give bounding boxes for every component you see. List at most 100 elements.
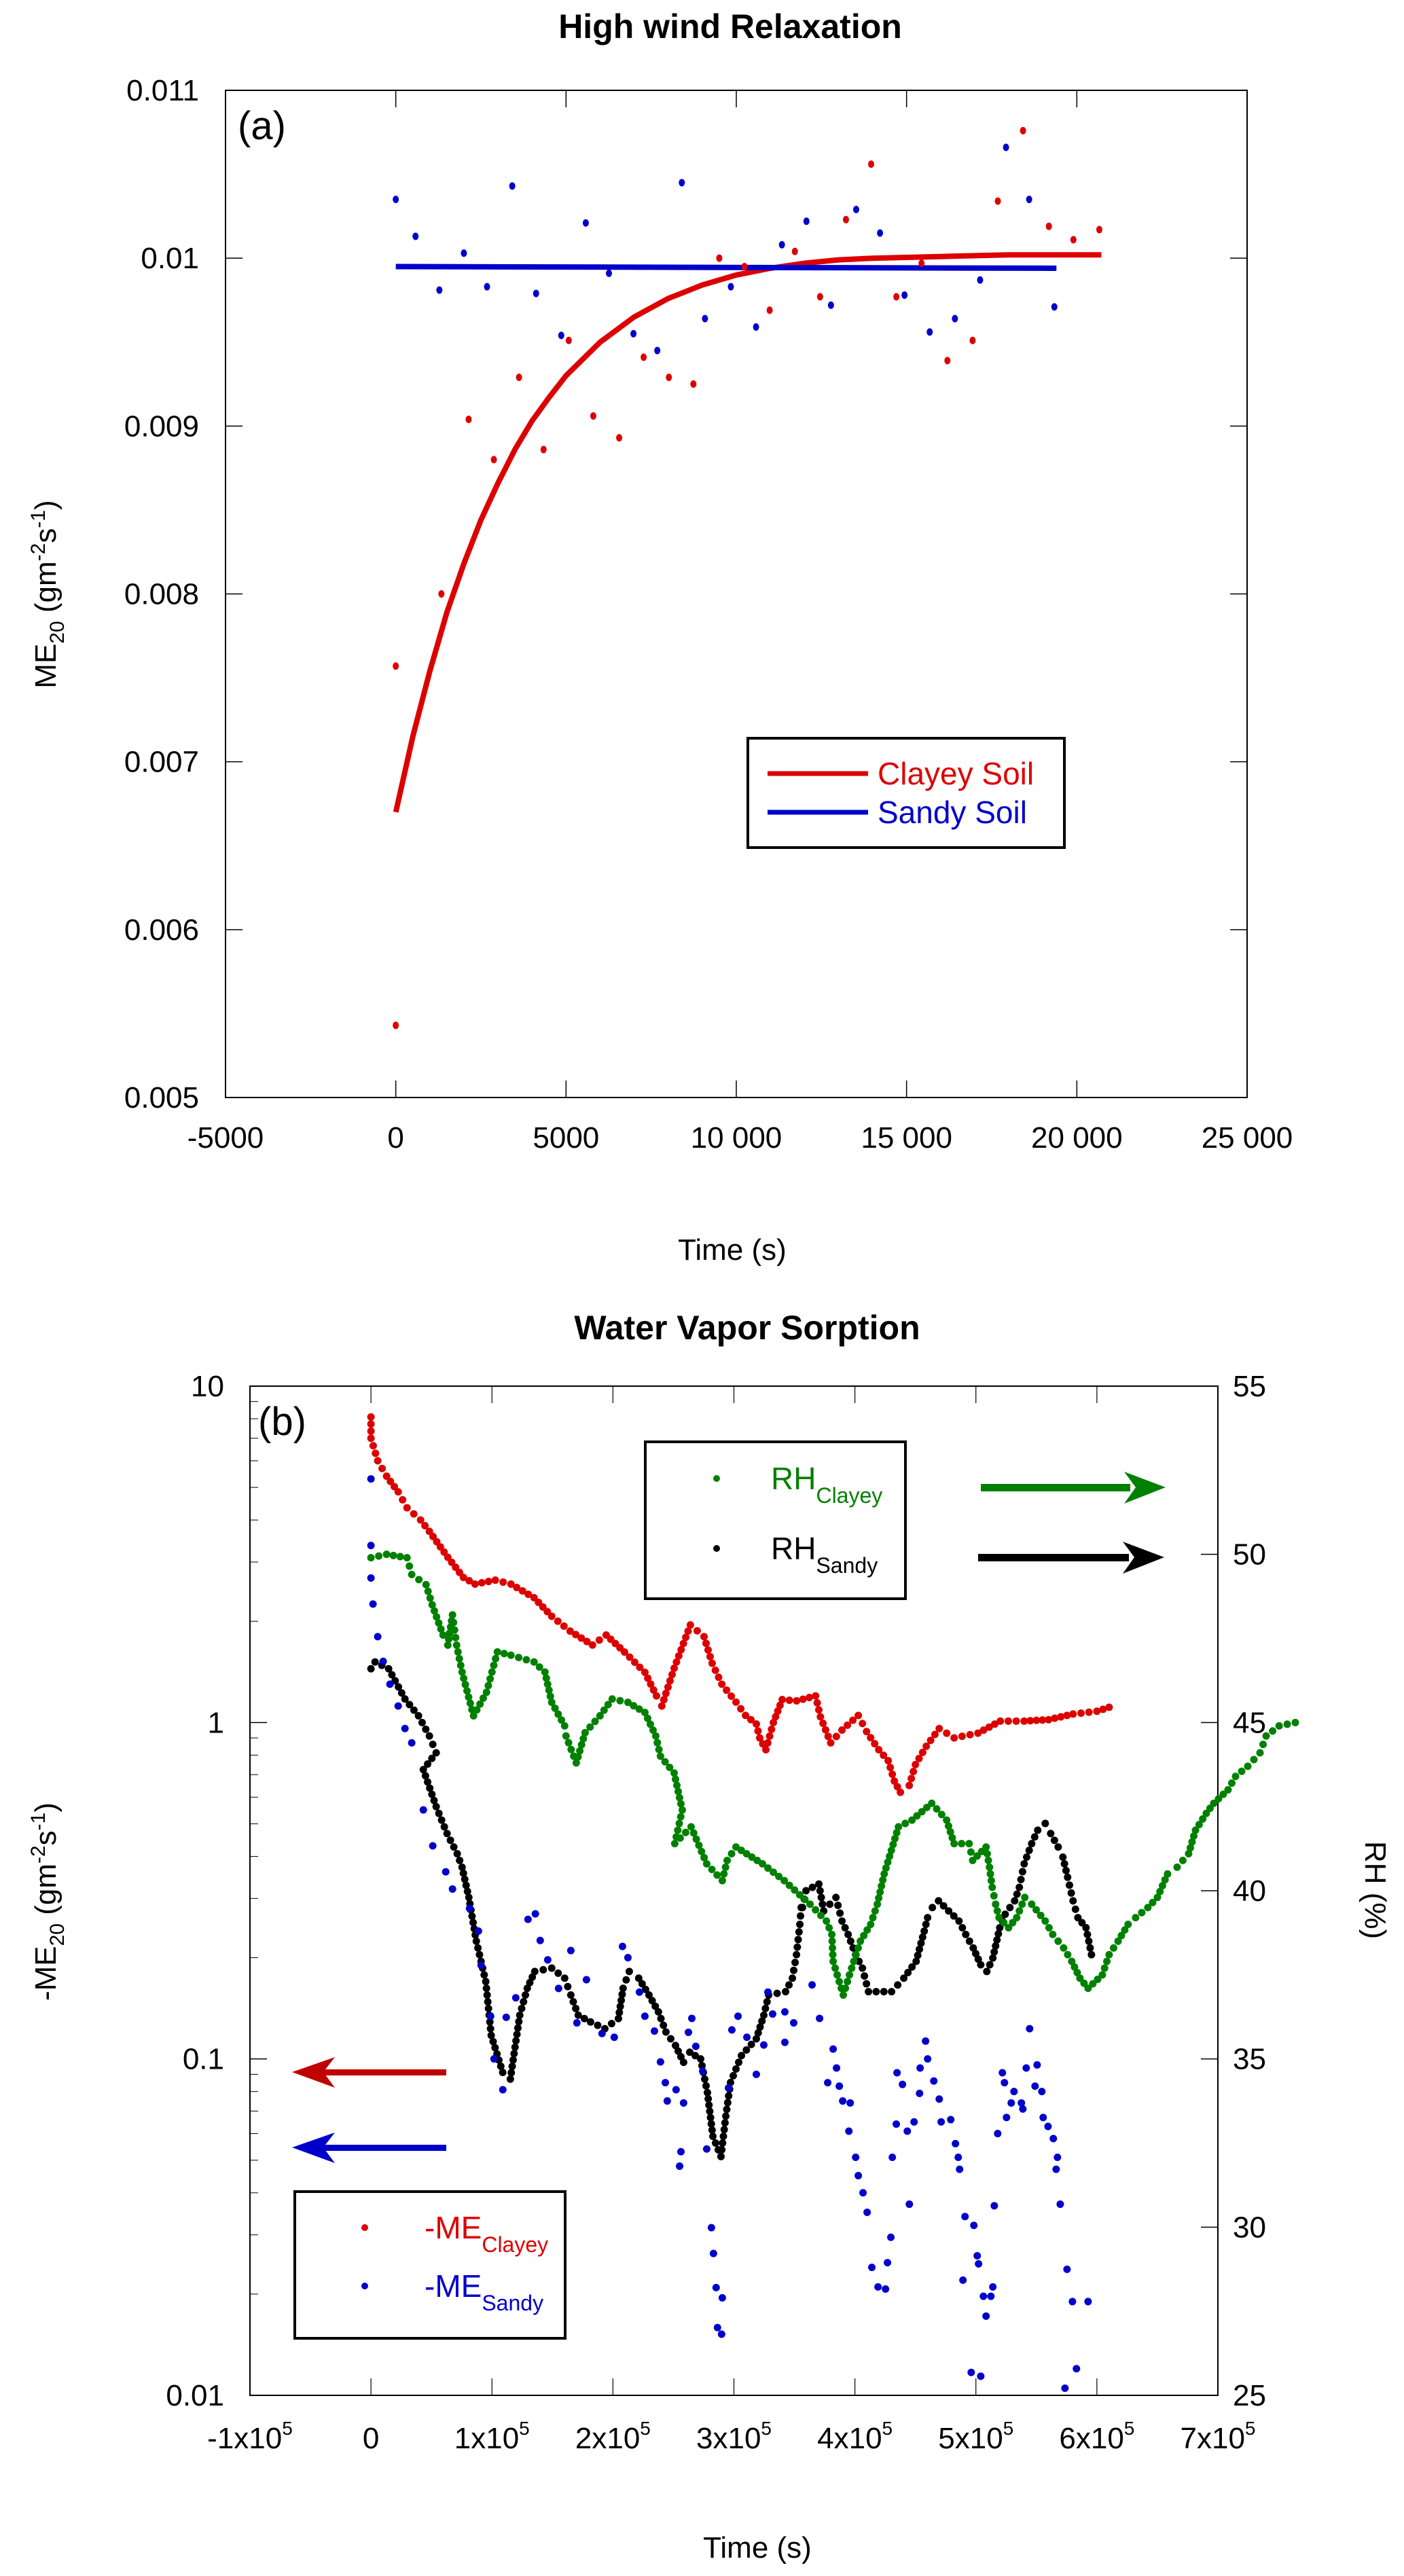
data-point-me-clayey (572, 1631, 580, 1639)
data-point-sandy (901, 291, 908, 300)
data-point-me-clayey (706, 1652, 714, 1661)
data-point-rh-clayey (988, 1883, 996, 1891)
data-point-rh-clayey (780, 1876, 789, 1885)
data-point-rh-clayey (564, 1739, 573, 1747)
data-point-rh-sandy (702, 2082, 710, 2090)
data-point-me-clayey (425, 1527, 433, 1536)
data-point-rh-clayey (842, 1984, 850, 1993)
data-point-me-clayey (824, 1733, 832, 1741)
data-point-rh-clayey (430, 1607, 438, 1615)
data-point-rh-clayey (742, 1850, 751, 1858)
data-point-rh-sandy (950, 1912, 958, 1920)
data-point-rh-sandy (863, 1980, 871, 1988)
data-point-me-sandy (1068, 2298, 1077, 2306)
data-point-me-clayey (1077, 1709, 1085, 1717)
data-point-me-sandy (734, 2012, 742, 2020)
panel-b-right-y-tick-labels: 25 30 35 40 45 50 55 (1233, 1370, 1266, 2412)
data-point-me-clayey (436, 1543, 444, 1551)
data-point-me-sandy (769, 2010, 776, 2018)
data-point-rh-clayey (1098, 1971, 1106, 1979)
data-point-rh-sandy (691, 2052, 699, 2060)
data-point-rh-sandy (512, 2037, 520, 2045)
data-point-me-sandy (702, 2145, 710, 2153)
data-point-rh-clayey (1227, 1779, 1236, 1787)
data-point-rh-clayey (1054, 1937, 1062, 1945)
data-point-rh-sandy (1011, 1897, 1019, 1905)
data-point-me-sandy (1018, 2099, 1026, 2107)
data-point-me-sandy (369, 1600, 377, 1608)
data-point-rh-clayey (600, 1706, 608, 1714)
data-point-rh-clayey (852, 1951, 860, 1959)
data-point-rh-clayey (708, 1866, 716, 1874)
data-point-me-sandy (952, 2139, 960, 2147)
data-point-rh-sandy (917, 1939, 925, 1947)
data-point-rh-sandy (474, 1944, 482, 1952)
data-point-me-clayey (459, 1574, 467, 1582)
panel-b-right-y-axis-label: RH (%) (1358, 1841, 1392, 1939)
data-point-rh-clayey (1049, 1930, 1057, 1938)
data-point-me-sandy (1049, 2135, 1058, 2143)
data-point-rh-sandy (1065, 1881, 1073, 1889)
data-point-rh-sandy (916, 1945, 924, 1953)
series-me-sandy (367, 1475, 1092, 2393)
data-point-rh-sandy (989, 1954, 997, 1962)
data-point-rh-sandy (993, 1936, 1001, 1944)
data-point-rh-clayey (748, 1853, 756, 1861)
data-point-rh-clayey (943, 1816, 951, 1824)
data-point-rh-sandy (730, 2071, 738, 2080)
data-point-sandy (727, 283, 734, 291)
data-point-rh-sandy (1064, 1873, 1072, 1881)
x-tick-label: 0 (363, 2422, 379, 2455)
data-point-me-sandy (863, 2209, 871, 2217)
data-point-rh-sandy (459, 1869, 467, 1877)
data-point-rh-sandy (458, 1863, 466, 1871)
data-point-rh-clayey (990, 1891, 998, 1900)
data-point-rh-sandy (574, 2011, 582, 2019)
data-point-me-sandy (1073, 2365, 1081, 2373)
data-point-rh-clayey (1045, 1923, 1053, 1931)
data-point-rh-clayey (886, 1852, 894, 1860)
legend-label-me-sandy: -MESandy (425, 2268, 543, 2315)
y-label-unit-open: (gm (29, 561, 62, 621)
data-point-sandy (803, 217, 810, 225)
data-point-rh-clayey (1178, 1856, 1187, 1864)
data-point-rh-clayey (586, 1723, 594, 1731)
data-point-rh-sandy (793, 1943, 802, 1951)
data-point-sandy (509, 182, 516, 190)
data-point-me-sandy (641, 2012, 649, 2020)
data-point-rh-clayey (670, 1769, 679, 1777)
data-point-clayey (1045, 222, 1052, 230)
data-point-me-sandy (990, 2202, 998, 2210)
data-point-me-sandy (743, 2033, 751, 2042)
data-point-me-clayey (793, 1697, 801, 1705)
data-point-me-sandy (367, 1542, 375, 1550)
data-point-rh-clayey (860, 1931, 868, 1940)
data-point-me-clayey (859, 1720, 867, 1728)
data-point-rh-clayey (500, 1650, 508, 1658)
panel-a-x-axis-label: Time (s) (678, 1233, 787, 1267)
data-point-rh-clayey (567, 1745, 575, 1754)
data-point-rh-sandy (855, 1957, 863, 1965)
data-point-rh-clayey (986, 1870, 994, 1878)
data-point-rh-sandy (711, 2139, 719, 2147)
data-point-rh-sandy (564, 1982, 572, 1991)
data-point-me-sandy (764, 1988, 772, 1996)
data-point-me-clayey (863, 1728, 871, 1736)
data-point-rh-clayey (675, 1794, 683, 1802)
data-point-me-sandy (624, 1954, 632, 1962)
right-y-tick-label: 55 (1233, 1370, 1266, 1403)
data-point-rh-clayey (433, 1613, 441, 1621)
data-point-rh-clayey (890, 1834, 899, 1843)
data-point-rh-sandy (530, 1967, 539, 1976)
data-point-me-clayey (1085, 1708, 1093, 1716)
data-point-rh-clayey (1013, 1914, 1021, 1922)
data-point-rh-sandy (900, 1974, 908, 1982)
data-point-rh-sandy (1020, 1860, 1028, 1868)
data-point-rh-sandy (782, 1988, 790, 1996)
data-point-me-clayey (785, 1696, 793, 1704)
legend-marker-rh-sandy (713, 1545, 720, 1552)
data-point-me-clayey (471, 1580, 479, 1588)
data-point-rh-clayey (545, 1686, 553, 1694)
data-point-rh-sandy (747, 2040, 755, 2048)
data-point-rh-sandy (935, 1897, 943, 1905)
